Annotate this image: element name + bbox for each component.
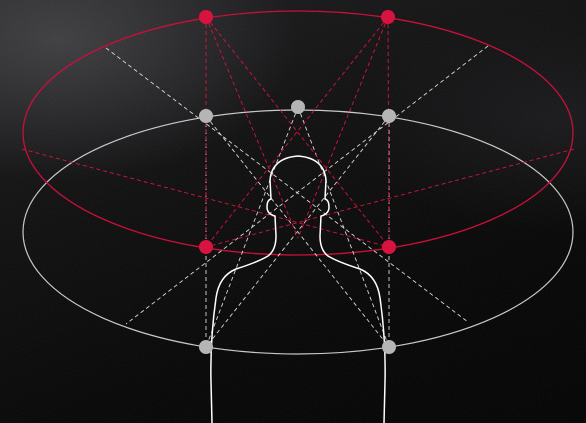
front-left-speaker <box>199 109 213 123</box>
right-upper-vertical-line <box>387 16 390 248</box>
upper-speakers <box>199 10 396 254</box>
rear-left-speaker <box>199 340 213 354</box>
left-to-bottom-right-line <box>21 148 390 248</box>
right-to-bottom-left-line <box>205 148 575 248</box>
diagonal-line-b <box>125 45 489 325</box>
top-left-to-head-line <box>205 16 299 239</box>
lower-sightlines <box>105 45 489 348</box>
center-speaker <box>291 100 305 114</box>
center-to-rear-right-line <box>297 106 390 348</box>
diagonal-line-a <box>105 47 469 323</box>
top-front-left-speaker <box>199 10 213 24</box>
top-right-to-head-line <box>297 16 389 239</box>
lower-speakers <box>199 100 396 354</box>
center-to-rear-left-line <box>205 106 299 348</box>
rear-right-speaker <box>382 340 396 354</box>
top-rear-right-speaker <box>382 240 396 254</box>
top-front-right-speaker <box>381 10 395 24</box>
upper-sightlines <box>21 16 575 248</box>
upper-ring <box>22 10 574 256</box>
front-right-to-rear-left-line <box>205 115 390 348</box>
top-rear-left-speaker <box>199 240 213 254</box>
front-right-speaker <box>382 109 396 123</box>
listener-silhouette <box>210 155 386 423</box>
